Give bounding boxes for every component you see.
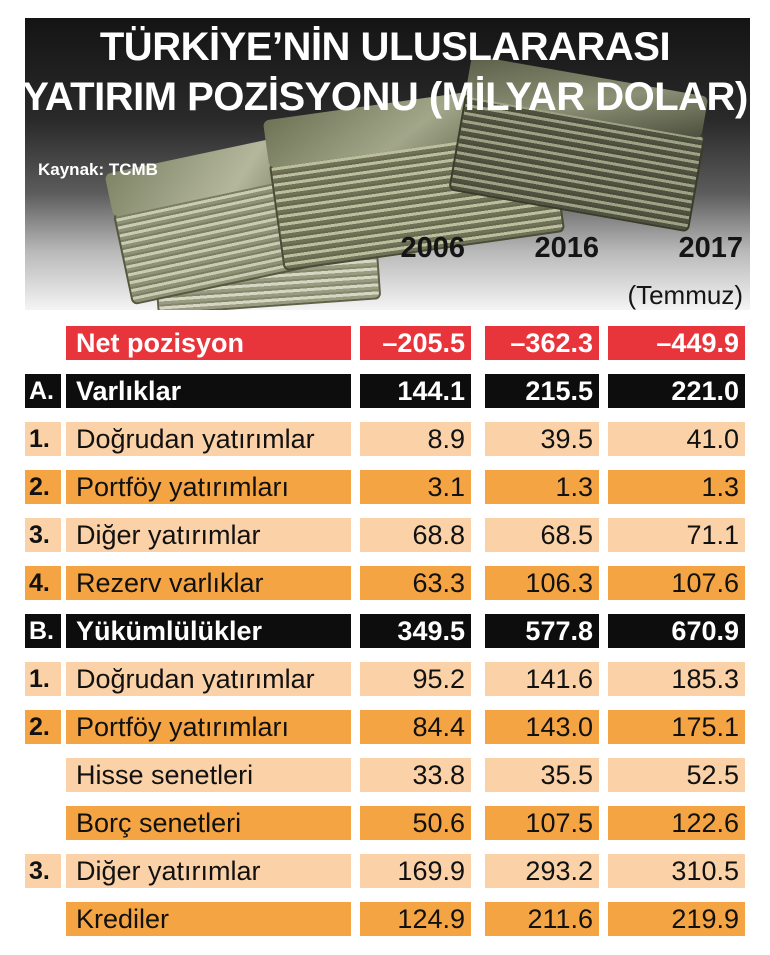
- row-label: Portföy yatırımları: [66, 470, 351, 504]
- row-label: Doğrudan yatırımlar: [66, 422, 351, 456]
- value-cell: 143.0: [485, 710, 599, 744]
- value-cell: 35.5: [485, 758, 599, 792]
- row-label: Borç senetleri: [66, 806, 351, 840]
- row-number: 2.: [25, 710, 61, 744]
- row-number: 3.: [25, 854, 61, 888]
- value-cell: 107.6: [608, 566, 745, 600]
- value-cell: 293.2: [485, 854, 599, 888]
- value-cell: 219.9: [608, 902, 745, 936]
- header-photo: [25, 18, 750, 310]
- row-label: Yükümlülükler: [66, 614, 351, 648]
- value-cell: 310.5: [608, 854, 745, 888]
- value-cell: 175.1: [608, 710, 745, 744]
- row-label: Diğer yatırımlar: [66, 854, 351, 888]
- value-cell: 144.1: [360, 374, 471, 408]
- row-label: Varlıklar: [66, 374, 351, 408]
- value-cell: 577.8: [485, 614, 599, 648]
- value-cell: 71.1: [608, 518, 745, 552]
- value-cell: 39.5: [485, 422, 599, 456]
- row-number: A.: [25, 374, 61, 408]
- row-label: Diğer yatırımlar: [66, 518, 351, 552]
- column-header-2016: 2016: [534, 232, 599, 264]
- value-cell: 68.5: [485, 518, 599, 552]
- value-cell: 3.1: [360, 470, 471, 504]
- value-cell: 33.8: [360, 758, 471, 792]
- column-header-note: (Temmuz): [627, 280, 743, 310]
- row-label: Rezerv varlıklar: [66, 566, 351, 600]
- column-header-2017: 2017: [678, 232, 743, 264]
- title-line-1: TÜRKİYE’NİN ULUSLARARASI: [99, 25, 671, 69]
- source-label: Kaynak: TCMB: [38, 160, 158, 179]
- row-number: 1.: [25, 422, 61, 456]
- value-cell: 185.3: [608, 662, 745, 696]
- value-cell: 107.5: [485, 806, 599, 840]
- column-header-2006: 2006: [400, 232, 465, 264]
- value-cell: 84.4: [360, 710, 471, 744]
- value-cell: 211.6: [485, 902, 599, 936]
- value-cell: –449.9: [608, 326, 745, 360]
- value-cell: 63.3: [360, 566, 471, 600]
- value-cell: 124.9: [360, 902, 471, 936]
- value-cell: 1.3: [608, 470, 745, 504]
- value-cell: 169.9: [360, 854, 471, 888]
- value-cell: –362.3: [485, 326, 599, 360]
- value-cell: 349.5: [360, 614, 471, 648]
- row-label: Portföy yatırımları: [66, 710, 351, 744]
- row-number: 3.: [25, 518, 61, 552]
- chart-title: TÜRKİYE’NİN ULUSLARARASI YATIRIM POZİSYO…: [0, 22, 770, 122]
- row-number: 2.: [25, 470, 61, 504]
- value-cell: 41.0: [608, 422, 745, 456]
- value-cell: 1.3: [485, 470, 599, 504]
- row-label: Doğrudan yatırımlar: [66, 662, 351, 696]
- row-number: 4.: [25, 566, 61, 600]
- value-cell: 141.6: [485, 662, 599, 696]
- title-line-2: YATIRIM POZİSYONU (MİLYAR DOLAR): [22, 75, 748, 119]
- value-cell: 122.6: [608, 806, 745, 840]
- value-cell: 95.2: [360, 662, 471, 696]
- row-label: Net pozisyon: [66, 326, 351, 360]
- value-cell: 52.5: [608, 758, 745, 792]
- value-cell: 215.5: [485, 374, 599, 408]
- value-cell: 670.9: [608, 614, 745, 648]
- value-cell: 221.0: [608, 374, 745, 408]
- row-number: B.: [25, 614, 61, 648]
- value-cell: 50.6: [360, 806, 471, 840]
- value-cell: –205.5: [360, 326, 471, 360]
- value-cell: 106.3: [485, 566, 599, 600]
- row-label: Hisse senetleri: [66, 758, 351, 792]
- value-cell: 8.9: [360, 422, 471, 456]
- row-label: Krediler: [66, 902, 351, 936]
- value-cell: 68.8: [360, 518, 471, 552]
- row-number: 1.: [25, 662, 61, 696]
